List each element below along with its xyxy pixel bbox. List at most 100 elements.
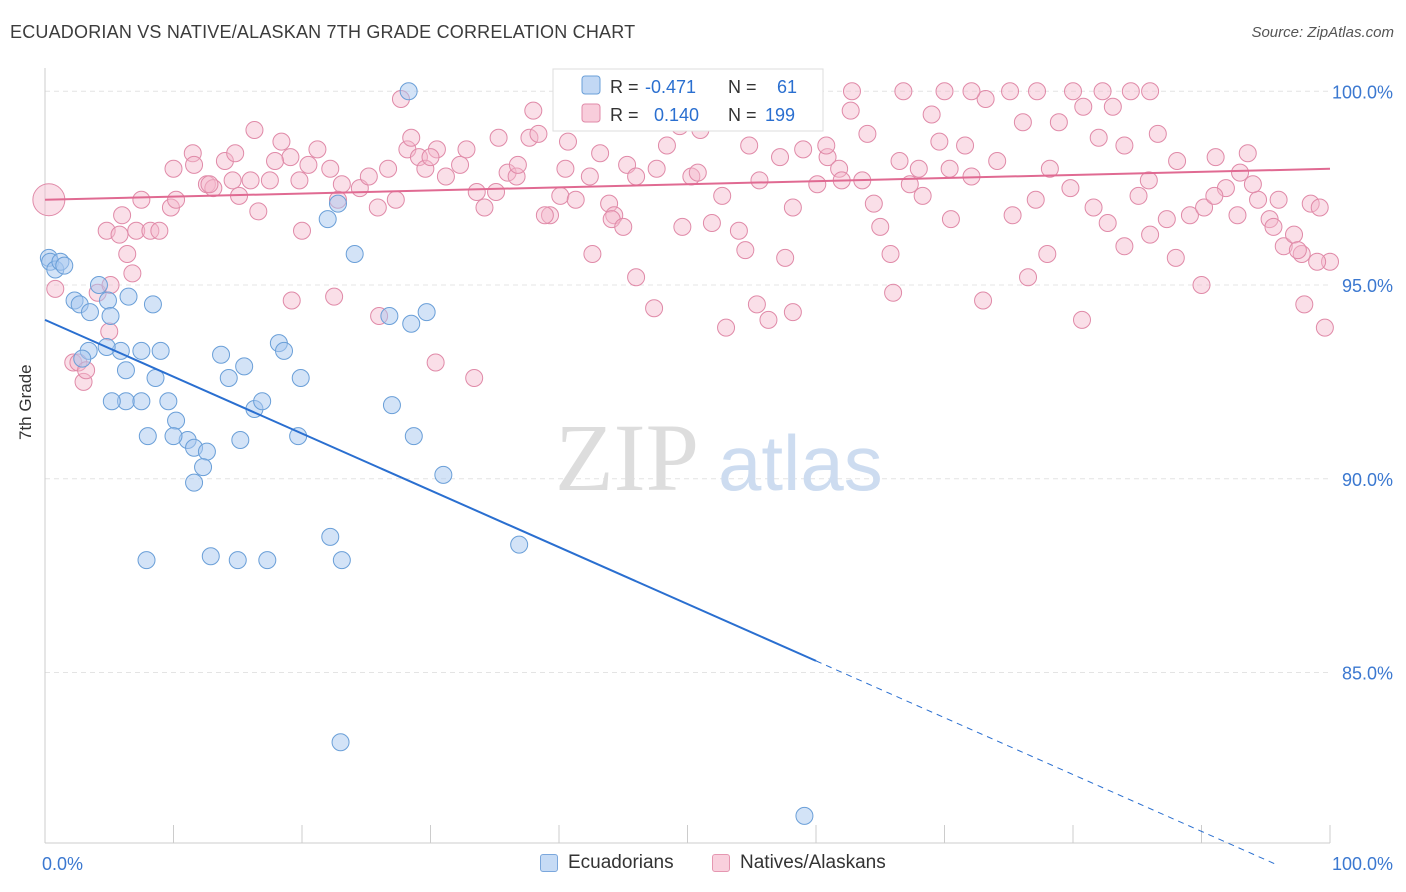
pink-point-150 [747,295,766,314]
pink-point-75 [771,148,790,167]
pink-point-103 [1084,198,1103,217]
blue-point-33 [253,392,272,411]
pink-point-145 [645,299,664,318]
y-tick-label-2: 90.0% [1342,470,1393,490]
pink-point-77 [794,140,813,159]
blue-point-51 [345,245,364,263]
pink-point-104 [1098,214,1117,232]
pink-point-198 [1141,82,1160,101]
pink-point-4 [74,372,93,391]
blue-point-57 [434,465,453,484]
blue-point-54 [417,303,436,322]
legend-ecuadorians: Ecuadorians [540,852,674,874]
pink-point-154 [817,136,836,155]
y-tick-label-0: 100.0% [1332,82,1393,102]
legend-label-ecuadorians: Ecuadorians [568,852,674,873]
pink-point-120 [1264,217,1283,236]
blue-point-38 [231,431,250,449]
x-tick-label-0: 0.0% [42,854,83,874]
blue-point-18 [116,361,135,380]
pink-point-58 [580,167,599,186]
pink-point-14 [132,190,151,209]
pink-point-50 [498,163,517,182]
blue-point-50 [318,210,337,229]
pink-point-116 [1228,206,1247,225]
pink-point-129 [226,144,245,163]
pink-point-197 [1121,82,1140,101]
pink-point-171 [1243,175,1262,194]
pink-point-152 [776,248,795,267]
blue-point-28 [197,442,216,461]
pink-point-91 [940,159,959,178]
pink-point-196 [1093,82,1112,101]
source-label: Source: ZipAtlas.com [1251,24,1394,41]
watermark-atlas: atlas [718,419,883,507]
pink-point-94 [976,90,995,108]
pink-point-85 [881,245,900,263]
pink-point-172 [1269,190,1288,209]
pink-point-71 [729,221,748,240]
pink-point-127 [1321,252,1339,271]
blue-point-43 [137,551,156,570]
pink-point-107 [1129,186,1148,205]
stats-n-label-blue: N = [728,77,757,97]
pink-point-51 [507,167,526,186]
blue-point-53 [402,314,421,333]
pink-point-10 [110,225,129,244]
pink-point-189 [842,82,861,101]
watermark-zip: ZIP [555,404,699,511]
blue-point-22 [159,392,178,411]
ecuadorian-trend-extension [815,660,1279,866]
pink-point-89 [922,105,941,124]
stats-swatch-pink [581,103,601,123]
blue-point-27 [164,427,183,446]
pink-point-137 [508,155,527,174]
pink-point-114 [1206,148,1225,167]
pink-point-98 [1026,190,1045,209]
pink-point-76 [783,198,802,217]
pink-point-49 [489,128,508,147]
blue-point-31 [235,357,254,376]
pink-point-179 [325,287,344,306]
pink-point-101 [1061,179,1080,198]
pink-point-16 [150,221,169,240]
pink-point-96 [1003,206,1022,225]
pink-point-99 [1040,159,1059,178]
pink-point-135 [421,148,440,167]
pink-point-169 [1205,186,1224,205]
pink-point-177 [465,369,484,387]
stats-n-label-pink: N = [728,105,757,125]
blue-point-36 [291,369,310,387]
pink-point-183 [245,121,264,139]
pink-point-182 [164,159,183,178]
pink-point-110 [1157,210,1176,229]
pink-point-181 [282,291,301,310]
pink-point-34 [321,159,340,178]
pink-point-158 [909,159,928,178]
blue-point-40 [132,392,151,411]
pink-point-160 [974,291,993,310]
blue-point-20 [151,341,170,360]
blue-point-56 [404,427,423,446]
blue-point-30 [219,369,238,387]
pink-point-106 [1115,136,1134,155]
trend-lines [44,167,1331,866]
pink-point-97 [1013,113,1032,132]
pink-point-149 [736,241,755,260]
pink-point-87 [900,175,919,194]
blue-point-46 [258,551,277,570]
blue-point-10 [89,276,108,294]
blue-point-23 [167,411,186,430]
pink-point-29 [272,132,291,151]
blue-point-61 [795,806,814,825]
pink-point-148 [717,318,736,337]
chart-title: ECUADORIAN VS NATIVE/ALASKAN 7TH GRADE C… [10,22,636,42]
pink-point-28 [260,171,279,190]
blue-point-42 [185,473,204,492]
pink-point-84 [871,217,890,236]
pink-point-39 [386,190,405,209]
pink-point-157 [884,283,903,302]
pink-point-167 [1166,248,1185,267]
pink-point-194 [1028,82,1047,101]
